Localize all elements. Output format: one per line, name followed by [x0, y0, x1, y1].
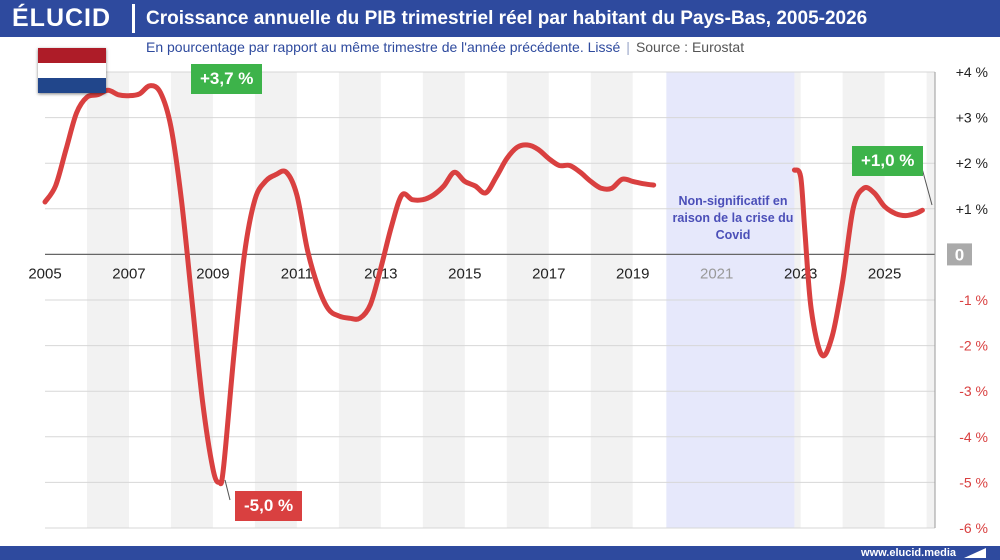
y-tick-label: -1 %: [959, 292, 988, 308]
covid-note: Non-significatif en raison de la crise d…: [672, 194, 794, 242]
y-tick-label: +2 %: [956, 155, 988, 171]
x-tick-label: 2005: [28, 265, 61, 282]
netherlands-flag-icon: [38, 48, 106, 93]
x-tick-label: 2025: [868, 265, 901, 282]
series-line: [42, 83, 657, 487]
y-tick-label: +3 %: [956, 110, 988, 126]
y-tick-label: -2 %: [959, 338, 988, 354]
y-tick-label: 0: [955, 245, 964, 264]
flag-stripe-white: [38, 63, 106, 78]
zero-label-box: [947, 243, 972, 266]
line-chart: +4 % +3 % +2 % +1 % 0 -1 % -2 % -3 % -4 % -5 % -6 …: [28, 64, 988, 536]
min-callout: -5,0 %: [235, 491, 303, 521]
x-tick-label: 2009: [196, 265, 229, 282]
x-tick-label: 2015: [448, 265, 481, 282]
subtitle-text: En pourcentage par rapport au même trime…: [146, 39, 621, 55]
y-tick-label: -6 %: [959, 520, 988, 536]
footer-logo-icon: [964, 548, 986, 558]
last-value-callout: +1,0 %: [852, 146, 924, 176]
brand-separator: [132, 4, 135, 33]
subtitle-separator: |: [626, 39, 630, 55]
flag-stripe-blue: [38, 78, 106, 93]
footer-url: www.elucid.media: [861, 547, 956, 559]
x-tick-label: 2019: [616, 265, 649, 282]
footer-bar: www.elucid.media: [0, 546, 1000, 560]
x-tick-label: 2021: [700, 265, 733, 282]
series-line: [791, 167, 925, 359]
chart-title: Croissance annuelle du PIB trimestriel r…: [146, 8, 868, 29]
x-tick-label: 2023: [784, 265, 817, 282]
header-bar: [0, 0, 1000, 37]
y-tick-label: -3 %: [959, 383, 988, 399]
y-tick-label: -5 %: [959, 474, 988, 490]
source-text: Source : Eurostat: [635, 39, 745, 55]
min-leader-line: [224, 479, 231, 501]
y-tick-label: -4 %: [959, 429, 988, 445]
max-callout: +3,7 %: [191, 64, 263, 94]
x-tick-label: 2007: [112, 265, 145, 282]
x-tick-label: 2011: [281, 265, 313, 282]
y-tick-label: +4 %: [956, 64, 988, 80]
x-tick-label: 2017: [532, 265, 565, 282]
flag-stripe-red: [38, 48, 106, 63]
brand-logo: ÉLUCID: [0, 0, 132, 37]
y-tick-label: +1 %: [956, 201, 988, 217]
chart-subtitle: En pourcentage par rapport au même trime…: [146, 39, 744, 55]
